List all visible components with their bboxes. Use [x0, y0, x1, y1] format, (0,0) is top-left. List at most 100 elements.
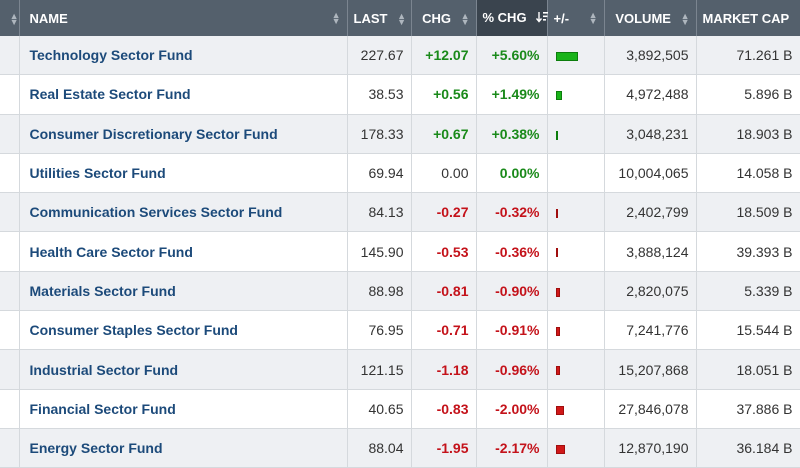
volume-cell: 27,846,078 [604, 389, 697, 429]
table-row[interactable]: Energy Sector Fund 88.04 -1.95 -2.17% 12,870… [0, 428, 800, 468]
volume-cell: 2,402,799 [604, 192, 697, 233]
table-row[interactable]: Utilities Sector Fund 69.94 0.00 0.00% 10,00… [0, 153, 800, 194]
fund-name-link[interactable]: Materials Sector Fund [19, 271, 348, 312]
market-cap-cell: 5.896 B [696, 74, 800, 115]
row-select-cell[interactable] [0, 310, 20, 351]
change-cell: -0.81 [411, 271, 477, 312]
change-bar-cell [547, 310, 605, 351]
fund-name-link[interactable]: Consumer Discretionary Sector Fund [19, 114, 348, 154]
percent-change-cell: -2.00% [476, 389, 548, 429]
sort-descending-icon [536, 11, 550, 26]
change-cell: 0.00 [411, 153, 477, 194]
change-bar [555, 366, 560, 376]
fund-name-link[interactable]: Health Care Sector Fund [19, 231, 348, 272]
change-bar [555, 130, 558, 140]
table-row[interactable]: Health Care Sector Fund 145.90 -0.53 -0.36%… [0, 231, 800, 272]
market-cap-cell: 14.058 B [696, 153, 800, 194]
last-price-cell: 84.13 [347, 192, 412, 233]
column-header-chg-label: CHG [422, 10, 451, 26]
table-row[interactable]: Materials Sector Fund 88.98 -0.81 -0.90% 2,8… [0, 271, 800, 312]
market-cap-cell: 39.393 B [696, 231, 800, 272]
percent-change-cell: -0.32% [476, 192, 548, 233]
fund-name-link[interactable]: Communication Services Sector Fund [19, 192, 348, 233]
change-bar-cell [547, 389, 605, 429]
table-row[interactable]: Real Estate Sector Fund 38.53 +0.56 +1.49% 4… [0, 74, 800, 115]
column-header-volume[interactable]: VOLUME ▲ ▼ [604, 0, 697, 36]
table-row[interactable]: Consumer Staples Sector Fund 76.95 -0.71 -0… [0, 310, 800, 351]
percent-change-cell: -0.91% [476, 310, 548, 351]
fund-name-link[interactable]: Real Estate Sector Fund [19, 74, 348, 115]
row-select-cell[interactable] [0, 389, 20, 429]
percent-change-cell: -0.90% [476, 271, 548, 312]
change-bar-cell [547, 231, 605, 272]
column-header-pct-chg[interactable]: % CHG [476, 0, 550, 36]
percent-change-cell: -0.96% [476, 349, 548, 390]
percent-change-cell: 0.00% [476, 153, 548, 194]
column-header-last[interactable]: LAST ▲ ▼ [347, 0, 412, 36]
volume-cell: 2,820,075 [604, 271, 697, 312]
column-header-name[interactable]: NAME ▲ ▼ [19, 0, 348, 36]
select-column-header[interactable]: ▲ ▼ [0, 0, 20, 36]
change-cell: -1.95 [411, 428, 477, 468]
change-cell: -0.71 [411, 310, 477, 351]
table-row[interactable]: Technology Sector Fund 227.67 +12.07 +5.60%… [0, 36, 800, 76]
table-row[interactable]: Communication Services Sector Fund 84.13-… [0, 192, 800, 233]
change-bar-cell [547, 114, 605, 154]
change-bar-cell [547, 192, 605, 233]
row-select-cell[interactable] [0, 36, 20, 76]
percent-change-cell: -0.36% [476, 231, 548, 272]
change-cell: +0.56 [411, 74, 477, 115]
table-row[interactable]: Financial Sector Fund 40.65 -0.83 -2.00% 27,… [0, 389, 800, 429]
change-bar [555, 248, 558, 258]
volume-cell: 3,048,231 [604, 114, 697, 154]
last-price-cell: 227.67 [347, 36, 412, 76]
change-bar-cell [547, 74, 605, 115]
percent-change-cell: +0.38% [476, 114, 548, 154]
fund-name-link[interactable]: Consumer Staples Sector Fund [19, 310, 348, 351]
row-select-cell[interactable] [0, 192, 20, 233]
column-header-volume-label: VOLUME [615, 10, 671, 26]
column-header-market-cap[interactable]: MARKET CAP ▲▼ [696, 0, 800, 36]
row-select-cell[interactable] [0, 271, 20, 312]
column-header-chg[interactable]: CHG ▲ ▼ [411, 0, 477, 36]
row-select-cell[interactable] [0, 231, 20, 272]
row-select-cell[interactable] [0, 74, 20, 115]
fund-name-link[interactable]: Technology Sector Fund [19, 36, 348, 76]
column-header-market-cap-label: MARKET CAP [702, 10, 789, 26]
change-cell: +0.67 [411, 114, 477, 154]
table-row[interactable]: Consumer Discretionary Sector Fund 178.33… [0, 114, 800, 154]
volume-cell: 3,888,124 [604, 231, 697, 272]
change-bar [555, 444, 565, 454]
change-bar-cell [547, 271, 605, 312]
percent-change-cell: -2.17% [476, 428, 548, 468]
market-cap-cell: 18.051 B [696, 349, 800, 390]
fund-name-link[interactable]: Utilities Sector Fund [19, 153, 348, 194]
market-cap-cell: 18.903 B [696, 114, 800, 154]
table-header-row: ▲ ▼ NAME ▲ ▼ LAST ▲ ▼ CHG ▲ ▼ % CHG [0, 0, 800, 36]
change-bar [555, 91, 562, 101]
volume-cell: 10,004,065 [604, 153, 697, 194]
row-select-cell[interactable] [0, 428, 20, 468]
change-bar [555, 51, 578, 61]
last-price-cell: 40.65 [347, 389, 412, 429]
fund-name-link[interactable]: Industrial Sector Fund [19, 349, 348, 390]
fund-name-link[interactable]: Financial Sector Fund [19, 389, 348, 429]
last-price-cell: 69.94 [347, 153, 412, 194]
change-cell: -1.18 [411, 349, 477, 390]
column-header-plus-minus[interactable]: +/- ▲ ▼ [547, 0, 605, 36]
sort-arrows-icon: ▲▼ [799, 12, 800, 27]
fund-name-link[interactable]: Energy Sector Fund [19, 428, 348, 468]
sort-arrows-icon: ▲▼ [331, 10, 341, 26]
column-header-last-label: LAST [353, 10, 388, 26]
change-cell: +12.07 [411, 36, 477, 76]
table-row[interactable]: Industrial Sector Fund 121.15 -1.18 -0.96% 1… [0, 349, 800, 390]
row-select-cell[interactable] [0, 153, 20, 194]
change-cell: -0.27 [411, 192, 477, 233]
change-bar-cell [547, 349, 605, 390]
row-select-cell[interactable] [0, 114, 20, 154]
column-header-name-label: NAME [29, 10, 68, 26]
change-cell: -0.53 [411, 231, 477, 272]
row-select-cell[interactable] [0, 349, 20, 390]
volume-cell: 3,892,505 [604, 36, 697, 76]
last-price-cell: 88.04 [347, 428, 412, 468]
